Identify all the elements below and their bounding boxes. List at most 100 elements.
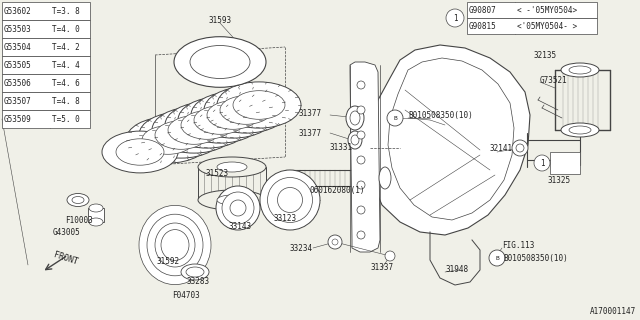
Text: 32141: 32141 xyxy=(490,143,513,153)
Ellipse shape xyxy=(165,102,249,148)
Ellipse shape xyxy=(152,107,236,153)
Text: G73521: G73521 xyxy=(540,76,568,84)
Ellipse shape xyxy=(569,66,591,74)
Ellipse shape xyxy=(198,190,266,210)
Text: G43005: G43005 xyxy=(52,228,80,236)
Text: T=4. 8: T=4. 8 xyxy=(52,97,80,106)
Ellipse shape xyxy=(561,123,599,137)
Ellipse shape xyxy=(561,63,599,77)
Ellipse shape xyxy=(216,186,260,230)
Ellipse shape xyxy=(198,157,266,177)
Circle shape xyxy=(489,250,505,266)
Ellipse shape xyxy=(72,196,84,204)
Ellipse shape xyxy=(155,121,207,149)
Circle shape xyxy=(357,156,365,164)
Bar xyxy=(88,208,104,222)
Ellipse shape xyxy=(516,144,524,152)
Text: A170001147: A170001147 xyxy=(589,307,636,316)
Text: G53505: G53505 xyxy=(4,60,32,69)
Circle shape xyxy=(357,81,365,89)
Text: G90807: G90807 xyxy=(469,5,497,14)
Bar xyxy=(467,2,597,18)
Ellipse shape xyxy=(204,87,288,133)
Ellipse shape xyxy=(147,214,203,276)
Text: G53507: G53507 xyxy=(4,97,32,106)
Text: G53509: G53509 xyxy=(4,115,32,124)
Text: 31331: 31331 xyxy=(330,142,353,151)
Bar xyxy=(2,110,90,128)
Ellipse shape xyxy=(191,92,275,138)
Text: B010508350(10): B010508350(10) xyxy=(503,253,568,262)
Text: B: B xyxy=(393,116,397,121)
Polygon shape xyxy=(350,62,380,252)
Text: G90815: G90815 xyxy=(469,21,497,30)
Ellipse shape xyxy=(217,162,247,172)
Bar xyxy=(2,20,90,38)
Bar xyxy=(467,18,597,34)
Bar xyxy=(2,2,90,20)
Circle shape xyxy=(534,155,550,171)
Text: 31948: 31948 xyxy=(445,266,468,275)
Ellipse shape xyxy=(178,97,262,143)
Circle shape xyxy=(387,110,403,126)
Text: 31377: 31377 xyxy=(299,129,322,138)
Text: 33234: 33234 xyxy=(290,244,313,252)
Circle shape xyxy=(332,239,338,245)
Text: FRONT: FRONT xyxy=(52,250,79,266)
Ellipse shape xyxy=(161,230,189,260)
Bar xyxy=(2,92,90,110)
Bar xyxy=(2,74,90,92)
Bar xyxy=(2,56,90,74)
Ellipse shape xyxy=(230,200,246,216)
Ellipse shape xyxy=(155,223,195,267)
Ellipse shape xyxy=(220,96,272,124)
Ellipse shape xyxy=(222,192,254,224)
Text: T=4. 0: T=4. 0 xyxy=(52,25,80,34)
Ellipse shape xyxy=(207,101,259,129)
Text: B010508350(10): B010508350(10) xyxy=(408,110,473,119)
Ellipse shape xyxy=(217,195,247,205)
Circle shape xyxy=(328,235,342,249)
Ellipse shape xyxy=(142,126,194,154)
Ellipse shape xyxy=(181,111,233,139)
Bar xyxy=(2,38,90,56)
Text: T=4. 2: T=4. 2 xyxy=(52,43,80,52)
Text: T=5. 0: T=5. 0 xyxy=(52,115,80,124)
Text: T=4. 4: T=4. 4 xyxy=(52,60,80,69)
Text: 1: 1 xyxy=(540,158,544,167)
Ellipse shape xyxy=(278,188,303,212)
Text: 31337: 31337 xyxy=(371,263,394,273)
Circle shape xyxy=(357,231,365,239)
Ellipse shape xyxy=(194,106,246,134)
Ellipse shape xyxy=(190,45,250,78)
Text: F10003: F10003 xyxy=(65,215,93,225)
Text: 31377: 31377 xyxy=(299,108,322,117)
Text: 1: 1 xyxy=(452,13,458,22)
Ellipse shape xyxy=(268,178,312,222)
Text: 33123: 33123 xyxy=(273,213,296,222)
Ellipse shape xyxy=(89,204,103,212)
Circle shape xyxy=(357,181,365,189)
Ellipse shape xyxy=(116,139,164,165)
Ellipse shape xyxy=(569,126,591,134)
Text: G53503: G53503 xyxy=(4,25,32,34)
Ellipse shape xyxy=(346,106,364,130)
Text: G53602: G53602 xyxy=(4,6,32,15)
Ellipse shape xyxy=(126,117,210,163)
Circle shape xyxy=(446,9,464,27)
Text: G53504: G53504 xyxy=(4,43,32,52)
Text: 31325: 31325 xyxy=(548,175,571,185)
Text: <'05MY0504- >: <'05MY0504- > xyxy=(517,21,577,30)
Text: 31593: 31593 xyxy=(209,15,232,25)
Text: 31523: 31523 xyxy=(205,169,228,178)
Ellipse shape xyxy=(139,112,223,158)
Text: 33283: 33283 xyxy=(186,277,209,286)
Circle shape xyxy=(385,251,395,261)
Ellipse shape xyxy=(233,91,285,119)
Ellipse shape xyxy=(351,135,359,145)
Ellipse shape xyxy=(350,111,360,125)
Ellipse shape xyxy=(348,131,362,149)
Ellipse shape xyxy=(260,170,320,230)
Text: T=3. 8: T=3. 8 xyxy=(52,6,80,15)
Ellipse shape xyxy=(186,267,204,277)
